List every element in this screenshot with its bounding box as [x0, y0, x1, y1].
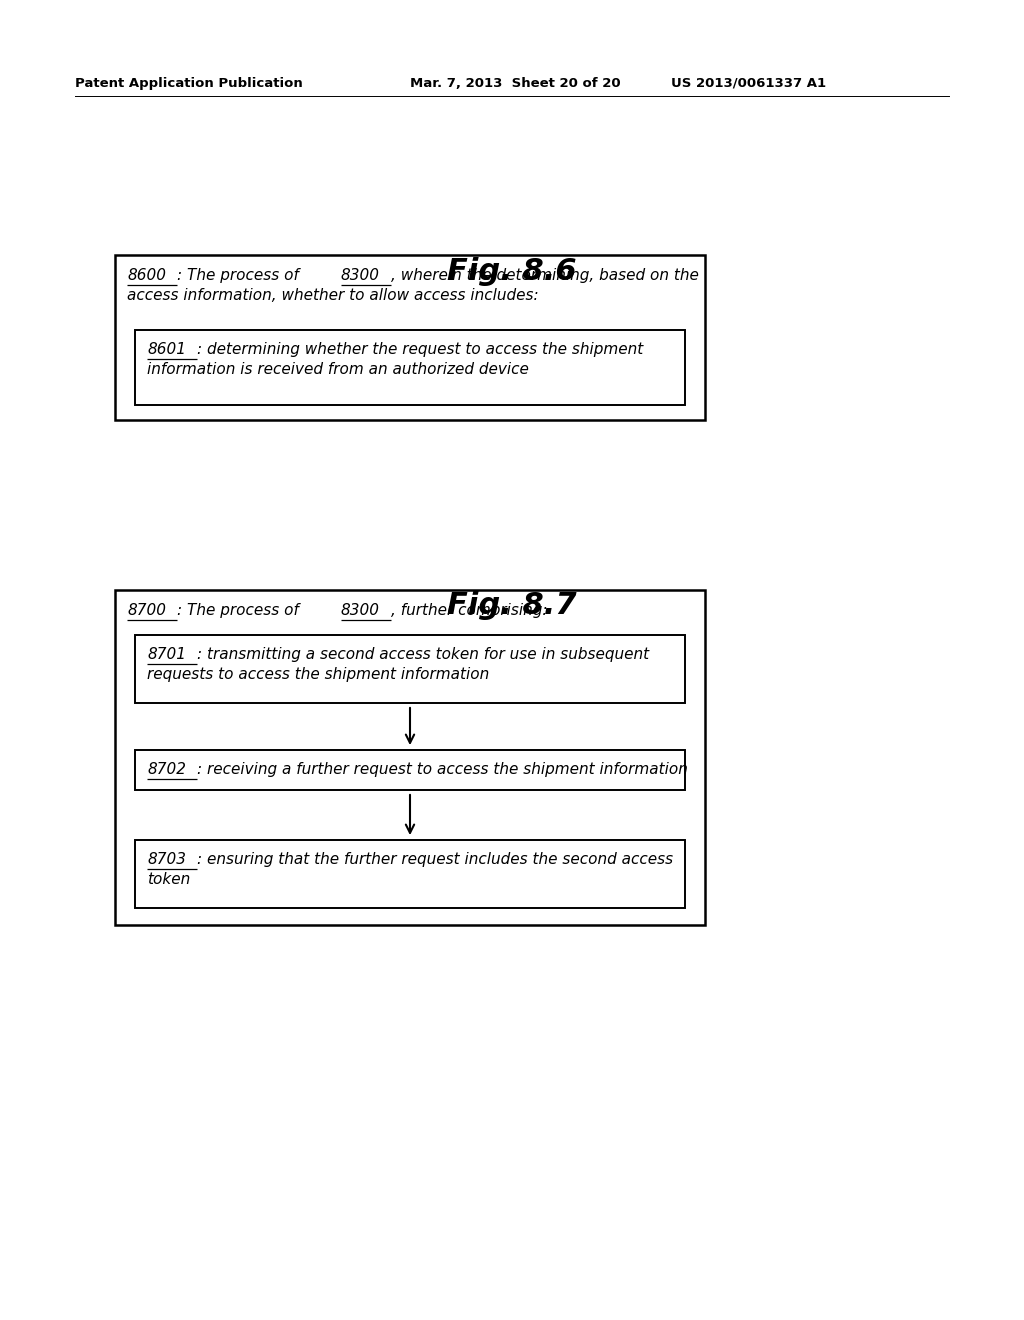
Text: access information, whether to allow access includes:: access information, whether to allow acc… — [127, 288, 539, 304]
Text: 8600: 8600 — [127, 268, 166, 282]
Text: : receiving a further request to access the shipment information: : receiving a further request to access … — [198, 762, 688, 777]
Text: requests to access the shipment information: requests to access the shipment informat… — [147, 667, 489, 682]
Text: 8702: 8702 — [147, 762, 186, 777]
Text: 8300: 8300 — [341, 268, 380, 282]
Text: 8700: 8700 — [127, 603, 166, 618]
Text: : The process of: : The process of — [177, 603, 304, 618]
Text: 8701: 8701 — [147, 647, 186, 663]
Text: : ensuring that the further request includes the second access: : ensuring that the further request incl… — [198, 851, 674, 867]
Text: , further comprising:: , further comprising: — [391, 603, 548, 618]
Text: information is received from an authorized device: information is received from an authoriz… — [147, 362, 528, 378]
Text: : The process of: : The process of — [177, 268, 304, 282]
Text: 8703: 8703 — [147, 851, 186, 867]
Text: Fig. 8.6: Fig. 8.6 — [447, 257, 577, 286]
Bar — [135, 635, 685, 704]
Text: Patent Application Publication: Patent Application Publication — [75, 77, 303, 90]
Text: : transmitting a second access token for use in subsequent: : transmitting a second access token for… — [198, 647, 649, 663]
Text: Fig. 8.7: Fig. 8.7 — [447, 591, 577, 620]
Text: 8300: 8300 — [341, 603, 380, 618]
Bar — [135, 330, 685, 405]
Bar — [135, 840, 685, 908]
Bar — [135, 750, 685, 789]
Text: 8601: 8601 — [147, 342, 186, 356]
Text: : determining whether the request to access the shipment: : determining whether the request to acc… — [198, 342, 643, 356]
Bar — [115, 590, 705, 925]
Text: US 2013/0061337 A1: US 2013/0061337 A1 — [671, 77, 825, 90]
Text: , wherein the determining, based on the: , wherein the determining, based on the — [391, 268, 699, 282]
Text: token: token — [147, 873, 190, 887]
Bar — [115, 255, 705, 420]
Text: Mar. 7, 2013  Sheet 20 of 20: Mar. 7, 2013 Sheet 20 of 20 — [410, 77, 621, 90]
